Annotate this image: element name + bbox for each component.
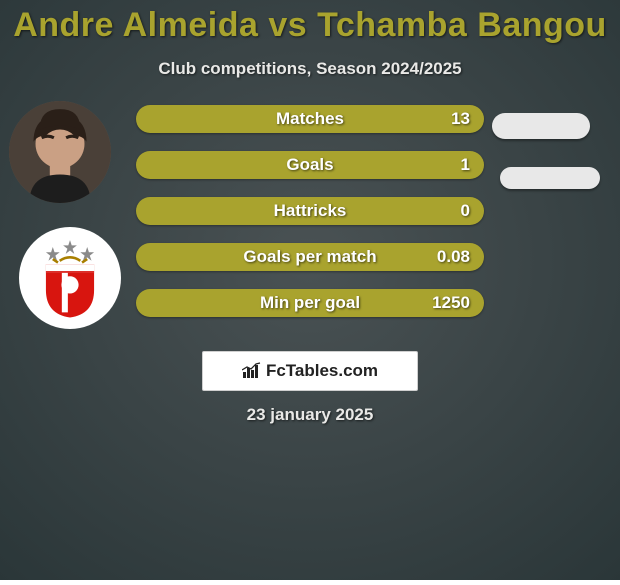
stat-bar: Matches 13 xyxy=(136,105,484,133)
side-pill-1 xyxy=(492,113,590,139)
stat-bar-value: 1 xyxy=(461,155,470,175)
club-badge xyxy=(19,227,121,329)
subtitle: Club competitions, Season 2024/2025 xyxy=(0,59,620,79)
stat-bar-label: Min per goal xyxy=(260,293,360,313)
stat-bar-value: 0 xyxy=(461,201,470,221)
date-label: 23 january 2025 xyxy=(247,405,374,425)
stat-bar: Goals 1 xyxy=(136,151,484,179)
brand-text: FcTables.com xyxy=(266,361,378,381)
stat-bar-value: 1250 xyxy=(432,293,470,313)
stat-bar-label: Goals per match xyxy=(243,247,376,267)
stat-bar-label: Hattricks xyxy=(274,201,347,221)
content-root: Andre Almeida vs Tchamba Bangou Club com… xyxy=(0,0,620,580)
stat-bar: Goals per match 0.08 xyxy=(136,243,484,271)
side-pill-2 xyxy=(500,167,600,189)
player-avatar xyxy=(9,101,111,203)
stat-bar-label: Matches xyxy=(276,109,344,129)
stat-bars: Matches 13 Goals 1 Hattricks 0 Goals per match… xyxy=(136,105,484,335)
stat-bar-label: Goals xyxy=(286,155,333,175)
stat-bar-value: 13 xyxy=(451,109,470,129)
stat-bar: Min per goal 1250 xyxy=(136,289,484,317)
stat-bar: Hattricks 0 xyxy=(136,197,484,225)
bar-chart-icon xyxy=(242,362,262,380)
page-title: Andre Almeida vs Tchamba Bangou xyxy=(0,6,620,45)
stat-bar-value: 0.08 xyxy=(437,247,470,267)
brand-box: FcTables.com xyxy=(202,351,418,391)
club-crest-icon xyxy=(27,235,113,321)
avatar-placeholder-icon xyxy=(9,101,111,203)
